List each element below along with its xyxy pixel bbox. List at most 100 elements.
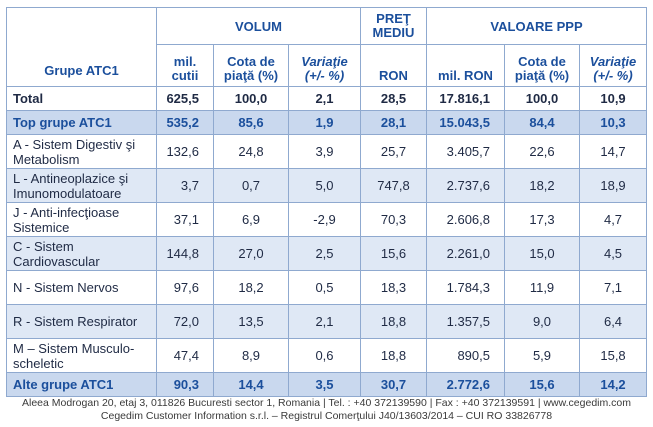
cell-volum: 90,3 — [156, 372, 214, 397]
subheader-variatie-volum: Variaţie (+/- %) — [288, 44, 361, 87]
cell-volum: 144,8 — [156, 236, 214, 271]
subheader-cota-volum: Cota de piaţă (%) — [213, 44, 289, 87]
cell-variatie-valoare: 4,7 — [578, 202, 648, 237]
header-valoare-ppp: VALOARE PPP — [425, 7, 648, 45]
cell-pret: 15,6 — [360, 236, 427, 271]
cell-variatie-valoare: 10,3 — [578, 110, 648, 135]
cell-pret: 18,8 — [360, 304, 427, 339]
row-label: Top grupe ATC1 — [6, 110, 157, 135]
cell-pret: 30,7 — [360, 372, 427, 397]
cell-variatie-valoare: 14,2 — [578, 372, 648, 397]
cell-variatie-volum: 1,9 — [288, 110, 361, 135]
cell-cota-valoare: 100,0 — [504, 86, 580, 111]
cell-valoare: 17.816,1 — [426, 86, 505, 111]
row-label: N - Sistem Nervos — [6, 270, 157, 305]
cell-volum: 47,4 — [156, 338, 214, 373]
table-row: L - Antineoplazice şi Imunomodulatoare 3… — [6, 168, 648, 203]
cell-volum: 132,6 — [156, 134, 214, 169]
cell-variatie-valoare: 6,4 — [578, 304, 648, 339]
table-row: J - Anti-infecţioase Sistemice 37,1 6,9 … — [6, 202, 648, 237]
header-pret-line2: MEDIU — [372, 25, 415, 40]
cell-cota-volum: 0,7 — [213, 168, 289, 203]
cell-valoare: 3.405,7 — [426, 134, 505, 169]
cell-variatie-valoare: 18,9 — [578, 168, 648, 203]
row-label: M – Sistem Musculo-scheletic — [6, 338, 157, 373]
cell-variatie-volum: 2,1 — [288, 86, 361, 111]
cell-variatie-volum: 2,5 — [288, 236, 361, 271]
table-row: M – Sistem Musculo-scheletic 47,4 8,9 0,… — [6, 338, 648, 373]
table-row-top-grupe: Top grupe ATC1 535,2 85,6 1,9 28,1 15.04… — [6, 110, 648, 135]
cell-pret: 25,7 — [360, 134, 427, 169]
cell-valoare: 15.043,5 — [426, 110, 505, 135]
cell-cota-volum: 27,0 — [213, 236, 289, 271]
subheader-variatie-valoare: Variaţie (+/- %) — [578, 44, 648, 87]
cell-pret: 747,8 — [360, 168, 427, 203]
cell-cota-volum: 8,9 — [213, 338, 289, 373]
cell-volum: 37,1 — [156, 202, 214, 237]
cell-variatie-volum: 5,0 — [288, 168, 361, 203]
cell-cota-valoare: 18,2 — [504, 168, 580, 203]
table-row: A - Sistem Digestiv şi Metabolism 132,6 … — [6, 134, 648, 169]
cell-variatie-valoare: 10,9 — [578, 86, 648, 111]
atc1-table-container: Grupe ATC1 VOLUM PREŢ MEDIU VALOARE PPP … — [6, 7, 648, 397]
cell-pret: 28,1 — [360, 110, 427, 135]
cell-volum: 72,0 — [156, 304, 214, 339]
row-label: Total — [6, 86, 157, 111]
cell-valoare: 2.261,0 — [426, 236, 505, 271]
cell-pret: 70,3 — [360, 202, 427, 237]
cell-variatie-volum: 0,6 — [288, 338, 361, 373]
cell-cota-valoare: 15,0 — [504, 236, 580, 271]
cell-valoare: 2.606,8 — [426, 202, 505, 237]
cell-volum: 535,2 — [156, 110, 214, 135]
cell-variatie-volum: 2,1 — [288, 304, 361, 339]
cell-valoare: 1.357,5 — [426, 304, 505, 339]
cell-cota-valoare: 11,9 — [504, 270, 580, 305]
cell-valoare: 890,5 — [426, 338, 505, 373]
cell-cota-volum: 24,8 — [213, 134, 289, 169]
header-pret-mediu: PREŢ MEDIU — [360, 7, 427, 45]
subheader-mil-ron: mil. RON — [426, 44, 505, 87]
cell-variatie-valoare: 15,8 — [578, 338, 648, 373]
cell-cota-volum: 100,0 — [213, 86, 289, 111]
row-label: L - Antineoplazice şi Imunomodulatoare — [6, 168, 157, 203]
cell-cota-volum: 18,2 — [213, 270, 289, 305]
cell-volum: 3,7 — [156, 168, 214, 203]
cell-valoare: 2.737,6 — [426, 168, 505, 203]
subheader-mil-cutii: mil. cutii — [156, 44, 214, 87]
table-row: N - Sistem Nervos 97,6 18,2 0,5 18,3 1.7… — [6, 270, 648, 305]
cell-cota-valoare: 22,6 — [504, 134, 580, 169]
table-row: C - Sistem Cardiovascular 144,8 27,0 2,5… — [6, 236, 648, 271]
cell-cota-valoare: 5,9 — [504, 338, 580, 373]
row-label: J - Anti-infecţioase Sistemice — [6, 202, 157, 237]
cell-volum: 97,6 — [156, 270, 214, 305]
table-row: R - Sistem Respirator 72,0 13,5 2,1 18,8… — [6, 304, 648, 339]
cell-variatie-volum: -2,9 — [288, 202, 361, 237]
footer-registration: Cegedim Customer Information s.r.l. – Re… — [100, 410, 553, 422]
footer: Aleea Modrogan 20, etaj 3, 011826 Bucure… — [0, 397, 653, 423]
cell-cota-volum: 14,4 — [213, 372, 289, 397]
cell-variatie-volum: 3,9 — [288, 134, 361, 169]
atc1-market-table: Grupe ATC1 VOLUM PREŢ MEDIU VALOARE PPP … — [6, 7, 648, 397]
cell-cota-volum: 85,6 — [213, 110, 289, 135]
cell-variatie-volum: 3,5 — [288, 372, 361, 397]
header-pret-line1: PREŢ — [376, 11, 411, 26]
row-label: R - Sistem Respirator — [6, 304, 157, 339]
table-row-alte-grupe: Alte grupe ATC1 90,3 14,4 3,5 30,7 2.772… — [6, 372, 648, 397]
cell-pret: 18,8 — [360, 338, 427, 373]
subheader-ron: RON — [360, 44, 427, 87]
cell-variatie-valoare: 4,5 — [578, 236, 648, 271]
row-label: C - Sistem Cardiovascular — [6, 236, 157, 271]
cell-cota-valoare: 84,4 — [504, 110, 580, 135]
cell-cota-valoare: 9,0 — [504, 304, 580, 339]
cell-cota-volum: 13,5 — [213, 304, 289, 339]
cell-pret: 28,5 — [360, 86, 427, 111]
cell-variatie-valoare: 7,1 — [578, 270, 648, 305]
row-label: A - Sistem Digestiv şi Metabolism — [6, 134, 157, 169]
cell-cota-valoare: 15,6 — [504, 372, 580, 397]
subheader-cota-valoare: Cota de piaţă (%) — [504, 44, 580, 87]
cell-cota-volum: 6,9 — [213, 202, 289, 237]
cell-valoare: 2.772,6 — [426, 372, 505, 397]
cell-variatie-volum: 0,5 — [288, 270, 361, 305]
header-volum: VOLUM — [156, 7, 361, 45]
cell-valoare: 1.784,3 — [426, 270, 505, 305]
